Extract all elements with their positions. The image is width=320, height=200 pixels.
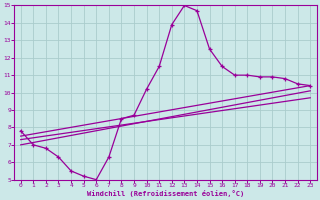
X-axis label: Windchill (Refroidissement éolien,°C): Windchill (Refroidissement éolien,°C) — [87, 190, 244, 197]
